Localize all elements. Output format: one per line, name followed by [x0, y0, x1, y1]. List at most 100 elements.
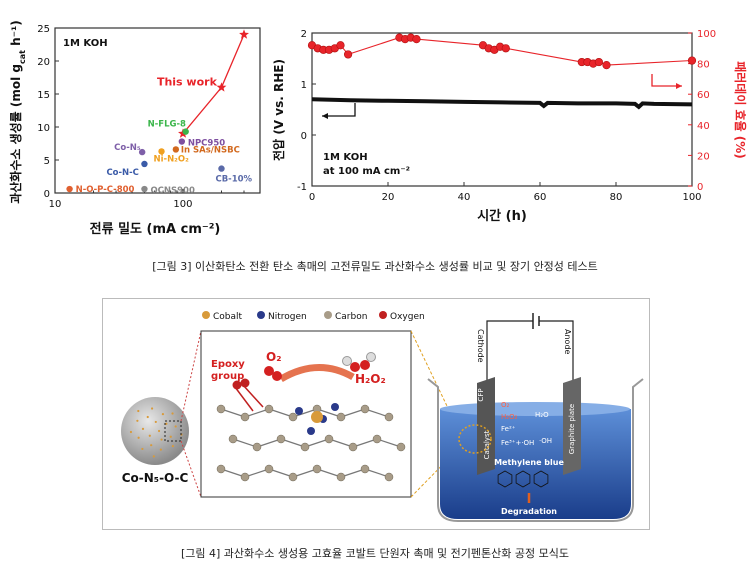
methylene-blue-ring [497, 470, 513, 488]
reference-point [138, 148, 146, 156]
figure3-caption: [그림 3] 이산화탄소 전환 탄소 촉매의 고전류밀도 과산화수소 생성률 비… [152, 260, 598, 273]
carbon-atom [336, 412, 346, 422]
chart1-frame [54, 27, 261, 194]
chart2-xtick-label: 100 [682, 192, 701, 203]
zoom-line-bottom [180, 440, 202, 498]
epoxy-label: Epoxy [211, 359, 245, 370]
o2-molecule-b [272, 371, 282, 381]
carbon-atom [216, 464, 226, 474]
anode-label: Anode [563, 329, 572, 355]
this-work-label: This work [157, 75, 218, 88]
catalyst-highlight [458, 424, 492, 454]
chart1-ytick-label: 5 [44, 156, 50, 167]
reference-label: N-FLG-8 [148, 120, 186, 130]
cobalt-site-dot [159, 448, 162, 451]
reference-point [172, 146, 180, 153]
carbon-atom [264, 464, 274, 474]
chart2-ytick-left-label: 1 [301, 80, 307, 91]
cobalt-site-dot [148, 434, 151, 437]
h2o2-atom-3 [360, 360, 370, 370]
chart1-panel-label: 1M KOH [63, 38, 108, 49]
chart2-ytick-right-label: 100 [697, 29, 716, 40]
fe-point [594, 57, 604, 67]
chart2-annotation2: at 100 mA cm⁻² [323, 166, 410, 177]
fe-axis-arrowhead [676, 83, 682, 89]
carbon-atom [276, 434, 286, 444]
carbon-atom [240, 472, 250, 482]
cobalt-site-dot [141, 447, 144, 451]
chart1-ytick-label: 20 [37, 57, 50, 68]
methylene-blue-ring [533, 470, 549, 488]
carbon-atom [216, 404, 226, 414]
h2o-label: H₂O [535, 411, 549, 419]
fe-point [343, 50, 353, 59]
cobalt-site-dot [129, 430, 133, 434]
carbon-atom [384, 472, 394, 482]
voltage-axis-arrowhead [322, 113, 328, 119]
epoxy-label-2: group [211, 371, 244, 382]
fe-point [336, 41, 345, 50]
nitrogen-atom [307, 427, 315, 435]
cobalt-site-dot [152, 455, 155, 458]
zoom-line-top [180, 330, 202, 422]
fe-point [687, 56, 697, 65]
chart2-xtick-label: 0 [309, 192, 315, 203]
chart2-ytick-left-label: -1 [297, 182, 307, 193]
carbon-atom [360, 404, 370, 414]
cobalt-site-dot [137, 409, 140, 413]
catalyst-label: Co-N₅-O-C [122, 471, 189, 485]
this-work-point [216, 82, 227, 92]
chart2-ytick-left-label: 2 [301, 29, 307, 40]
chart1-ytick-label: 0 [44, 189, 50, 200]
legend-label: Nitrogen [268, 312, 307, 322]
nitrogen-atom [331, 403, 339, 411]
carbon-atom [300, 442, 310, 452]
epoxy-bond [242, 384, 264, 408]
epoxy-bond [234, 386, 254, 412]
legend-label: Oxygen [390, 312, 425, 322]
cobalt-site-dot [146, 415, 149, 419]
chart2-xtick-label: 80 [610, 192, 623, 203]
reaction-arrow [279, 364, 355, 383]
fe-point [602, 61, 611, 70]
chart2-annotation: 1M KOH [323, 152, 368, 163]
cobalt-site-dot [171, 412, 174, 415]
cobalt-site-dot [171, 444, 174, 448]
circuit-wire [486, 320, 574, 385]
chart1-xlabel: 전류 밀도 (mA cm⁻²) [90, 221, 221, 237]
chart2-frame [311, 32, 693, 187]
reference-point [66, 185, 73, 193]
fe2-label: Fe²⁺ [501, 425, 516, 433]
chart1-xtick-label: 100 [173, 199, 192, 210]
legend-label: Carbon [335, 312, 367, 322]
cathode-electrode [477, 377, 495, 475]
nitrogen-atom [295, 407, 303, 415]
cfp-label: CFP [477, 388, 485, 401]
carbon-atom [336, 472, 346, 482]
voltage-series-line [311, 97, 693, 110]
reference-point [182, 128, 189, 135]
chart2-ytick-right-label: 60 [697, 90, 710, 101]
degradation-label: Degradation [501, 507, 557, 516]
legend-swatch [257, 311, 265, 319]
carbon-atom [360, 464, 370, 474]
cobalt-site-dot [150, 407, 154, 410]
chart2-ylabel-right: 패러데이 효율 (%) [733, 61, 748, 159]
h2o2-small-label: H₂O₂ [501, 413, 518, 421]
chart2-ytick-left-label: 0 [301, 131, 307, 142]
chart2-xtick-label: 40 [458, 192, 471, 203]
reference-label: In SAs/NSBC [181, 145, 240, 155]
h2o2-atom-4 [366, 352, 376, 362]
this-work-point [239, 29, 249, 39]
reference-point [141, 185, 148, 193]
oxygen-atom [240, 378, 250, 388]
cobalt-site-dot [174, 425, 177, 428]
methylene-blue-ring [515, 470, 531, 488]
carbon-atom [324, 434, 334, 444]
carbon-atom [372, 434, 382, 444]
fe-point [501, 44, 510, 53]
anode-electrode [563, 377, 581, 475]
cobalt-site-dot [169, 435, 172, 438]
rate-vs-current-chart: 1M KOH 전류 밀도 (mA cm⁻²) 과산화수소 생성률 (mol gc… [8, 20, 261, 237]
